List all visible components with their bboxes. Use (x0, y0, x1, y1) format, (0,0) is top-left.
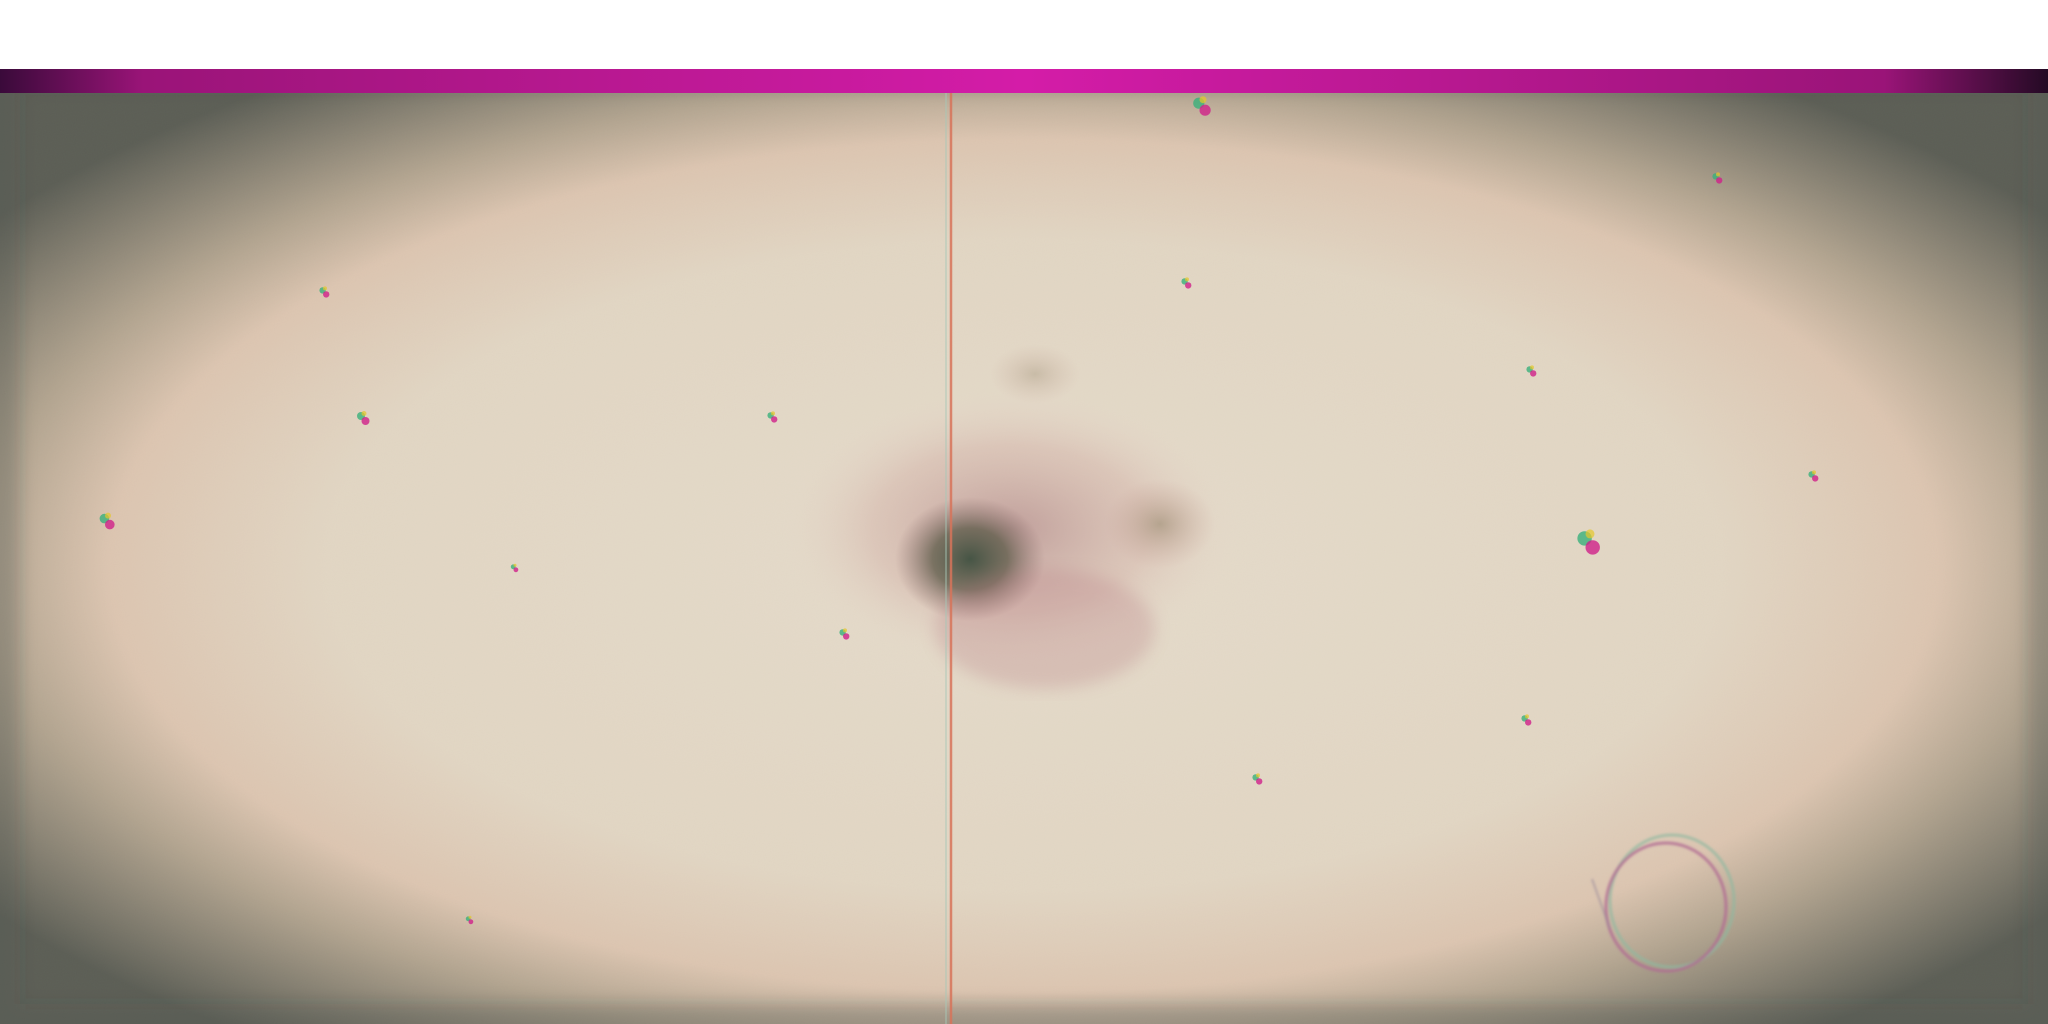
dust-speck (1808, 470, 1819, 482)
dust-speck (510, 563, 519, 573)
dust-speck (1526, 365, 1537, 377)
top-band (0, 69, 2048, 93)
dust-speck (839, 628, 850, 640)
dust-speck (357, 411, 370, 425)
dust-speck (767, 411, 778, 423)
dust-speck (1193, 96, 1211, 116)
blob-top (990, 344, 1080, 404)
microscope-photo (0, 69, 2048, 1024)
dust-speck (319, 286, 330, 298)
specks-group (99, 96, 1819, 925)
dust-speck (1577, 529, 1600, 555)
ring-bubble (1591, 833, 1736, 973)
dust-speck (465, 915, 474, 925)
dust-speck (1521, 714, 1532, 726)
dust-speck (99, 512, 115, 530)
dust-speck (1712, 172, 1723, 184)
dust-speck (1252, 773, 1263, 785)
dust-speck (1181, 277, 1192, 289)
photo-canvas (0, 69, 2048, 1024)
blob-lower (935, 569, 1155, 689)
blob-side (1105, 479, 1215, 569)
